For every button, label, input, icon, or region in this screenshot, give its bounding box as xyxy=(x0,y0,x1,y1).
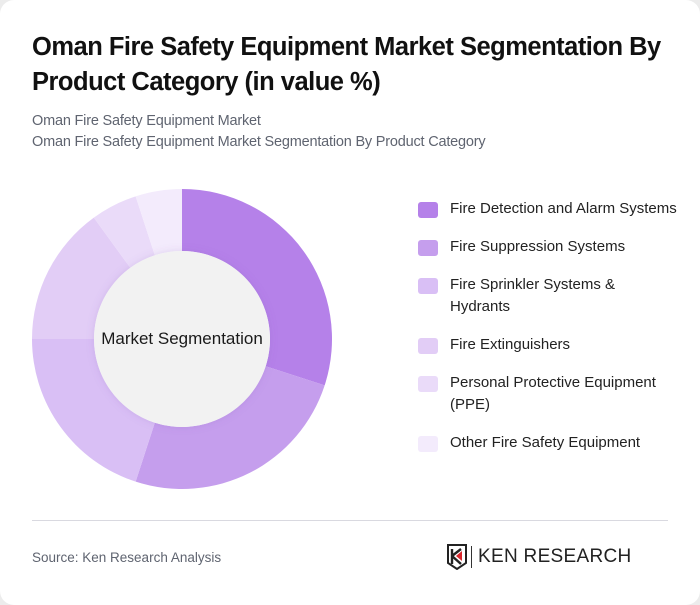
legend-item[interactable]: Fire Extinguishers xyxy=(418,334,678,356)
donut-slice[interactable] xyxy=(135,366,325,489)
donut-slices xyxy=(32,189,332,489)
legend-label: Other Fire Safety Equipment xyxy=(450,434,641,451)
ken-research-shield-icon xyxy=(447,544,467,570)
legend-swatch-icon xyxy=(418,338,438,354)
source-note: Source: Ken Research Analysis xyxy=(32,550,222,565)
legend-item[interactable]: Fire Suppression Systems xyxy=(418,236,678,258)
legend-label: Fire Detection and Alarm Systems xyxy=(450,200,677,217)
logo-text: KEN RESEARCH xyxy=(478,546,632,567)
legend-swatch-icon xyxy=(418,240,438,256)
footer-divider xyxy=(32,520,668,521)
donut-slice[interactable] xyxy=(32,339,155,482)
legend-item[interactable]: Personal Protective Equipment (PPE) xyxy=(418,372,678,416)
legend-label: Fire Suppression Systems xyxy=(450,238,626,255)
donut-slice[interactable] xyxy=(93,196,155,268)
legend-label: Fire Sprinkler Systems & Hydrants xyxy=(450,276,616,315)
donut-slice[interactable] xyxy=(135,189,182,256)
legend-item[interactable]: Other Fire Safety Equipment xyxy=(418,432,678,454)
chart-subtitle-market: Oman Fire Safety Equipment Market xyxy=(32,113,261,129)
legend-label: Fire Extinguishers xyxy=(450,336,571,353)
logo-separator xyxy=(471,546,472,568)
donut-hole xyxy=(94,251,270,427)
legend-swatch-icon xyxy=(418,278,438,294)
ken-research-logo: KEN RESEARCH xyxy=(447,543,632,571)
legend-item[interactable]: Fire Sprinkler Systems & Hydrants xyxy=(418,274,678,318)
donut-slice[interactable] xyxy=(182,189,332,386)
chart-title: Oman Fire Safety Equipment Market Segmen… xyxy=(32,33,661,96)
legend-swatch-icon xyxy=(418,376,438,392)
chart-subtitle-segmentation: Oman Fire Safety Equipment Market Segmen… xyxy=(32,134,486,150)
donut-chart xyxy=(32,189,332,489)
legend-label: Personal Protective Equipment (PPE) xyxy=(450,374,656,413)
donut-slice[interactable] xyxy=(32,217,131,339)
chart-legend: Fire Detection and Alarm Systems Fire Su… xyxy=(418,198,678,470)
legend-swatch-icon xyxy=(418,202,438,218)
legend-swatch-icon xyxy=(418,436,438,452)
legend-item[interactable]: Fire Detection and Alarm Systems xyxy=(418,198,678,220)
